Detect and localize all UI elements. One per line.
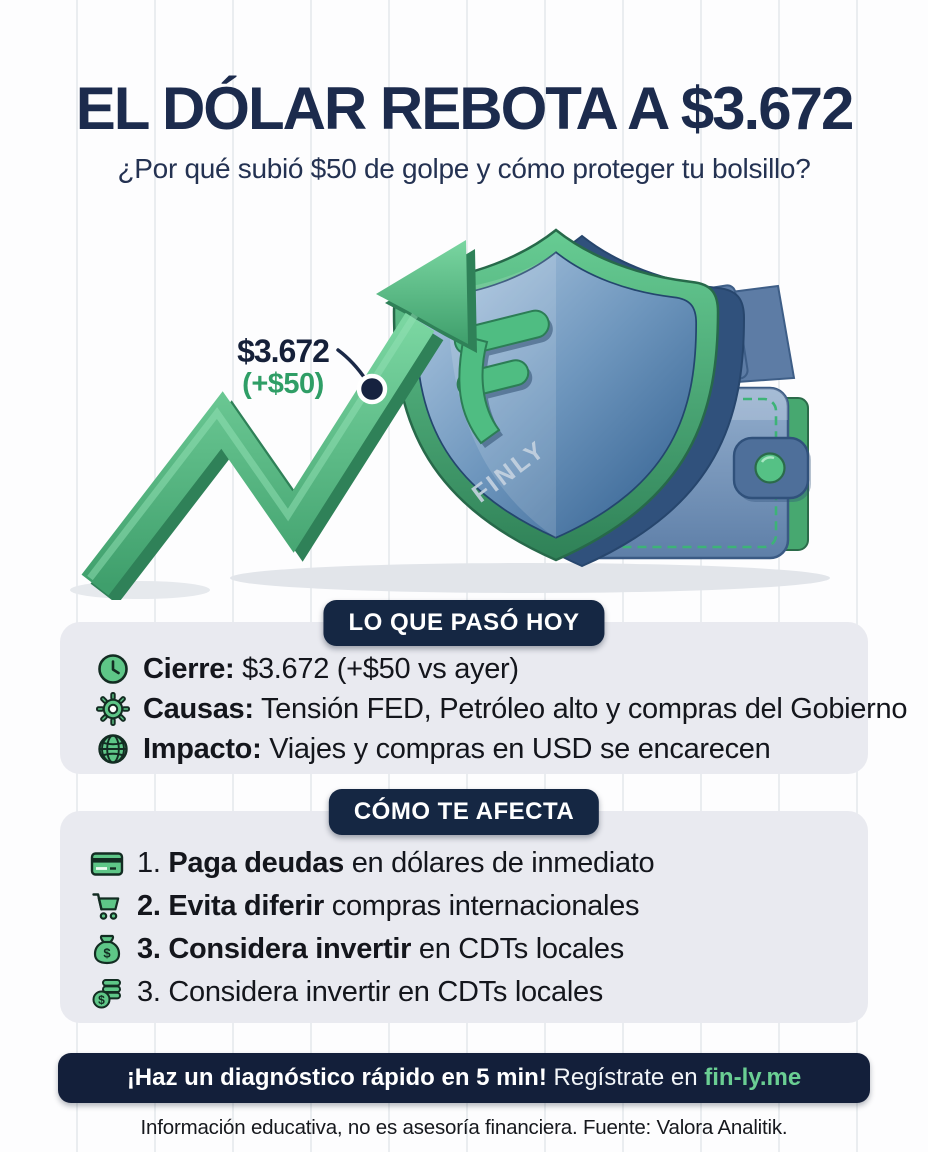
ground-shadow (70, 563, 830, 599)
credit-card-icon (90, 851, 124, 876)
cta-banner[interactable]: ¡Haz un diagnóstico rápido en 5 min! Reg… (58, 1053, 870, 1103)
advice-item-text: 3. Considera invertir en CDTs locales (137, 976, 603, 1009)
info-row-cierre: Cierre: $3.672 (+$50 vs ayer) (96, 649, 868, 689)
coins-icon: $ (92, 978, 121, 1008)
info-row-value: Tensión FED, Petróleo alto y compras del… (253, 692, 908, 725)
shopping-cart-icon (92, 892, 120, 920)
advice-item-4: $ 3. Considera invertir en CDTs locales (90, 971, 868, 1014)
growth-arrow (81, 240, 477, 600)
shield: FINLY (392, 228, 746, 568)
advice-detail: Considera invertir en CDTs locales (168, 976, 603, 1008)
disclaimer: Información educativa, no es asesoría fi… (140, 1116, 788, 1139)
advice-detail: en dólares de inmediato (343, 847, 655, 879)
cta-url[interactable]: fin-ly.me (704, 1064, 802, 1091)
section-badge-what-happened: LO QUE PASÓ HOY (323, 600, 605, 646)
info-row-text: Causas: Tensión FED, Petróleo alto y com… (143, 693, 907, 726)
how-it-affects-panel: 1. Paga deudas en dólares de inmediato 2… (60, 811, 868, 1023)
clock-icon (98, 654, 128, 684)
advice-number: 1. (137, 847, 169, 879)
info-row-label: Impacto: (143, 732, 262, 765)
advice-item-1: 1. Paga deudas en dólares de inmediato (90, 842, 868, 885)
finly-logo-icon (453, 309, 553, 448)
money-bag-icon: $ (93, 934, 121, 964)
info-row-value: $3.672 (+$50 vs ayer) (234, 652, 519, 685)
advice-item-2: 2. Evita diferir compras internacionales (90, 885, 868, 928)
info-row-causas: Causas: Tensión FED, Petróleo alto y com… (96, 689, 907, 729)
advice-number: 3. (137, 976, 169, 1008)
price-marker-dot (356, 373, 388, 405)
info-row-label: Cierre: (143, 652, 235, 685)
hero-illustration: $ (70, 228, 830, 600)
advice-highlight: 2. Evita diferir (137, 890, 324, 922)
page-subtitle: ¿Por qué subió $50 de golpe y cómo prote… (117, 153, 811, 184)
cta-register-text: Regístrate en (546, 1064, 705, 1091)
advice-detail: compras internacionales (324, 890, 640, 922)
cta-headline: ¡Haz un diagnóstico rápido en 5 min! (126, 1064, 547, 1091)
gear-icon (96, 692, 130, 726)
info-row-impacto: Impacto: Viajes y compras en USD se enca… (96, 729, 868, 769)
advice-item-text: 2. Evita diferir compras internacionales (137, 890, 639, 923)
price-callout-line (336, 348, 388, 405)
what-happened-panel: Cierre: $3.672 (+$50 vs ayer) Causas: Te… (60, 622, 907, 774)
info-row-value: Viajes y compras en USD se encarecen (261, 732, 771, 765)
advice-item-3: $ 3. Considera invertir en CDTs locales (90, 928, 868, 971)
advice-detail: en CDTs locales (411, 933, 624, 965)
dollar-sign: $ (98, 992, 105, 1006)
advice-item-text: 3. Considera invertir en CDTs locales (137, 933, 624, 966)
advice-highlight: Paga deudas (168, 847, 344, 879)
globe-icon (98, 734, 128, 764)
dollar-sign: $ (103, 945, 111, 960)
info-row-label: Causas: (143, 692, 254, 725)
advice-highlight: 3. Considera invertir (137, 933, 412, 965)
info-row-text: Impacto: Viajes y compras en USD se enca… (143, 732, 771, 766)
info-row-text: Cierre: $3.672 (+$50 vs ayer) (143, 653, 519, 686)
section-badge-how-it-affects: CÓMO TE AFECTA (328, 789, 600, 835)
advice-item-text: 1. Paga deudas en dólares de inmediato (137, 847, 655, 880)
page-title: EL DÓLAR REBOTA A $3.672 (75, 75, 855, 142)
